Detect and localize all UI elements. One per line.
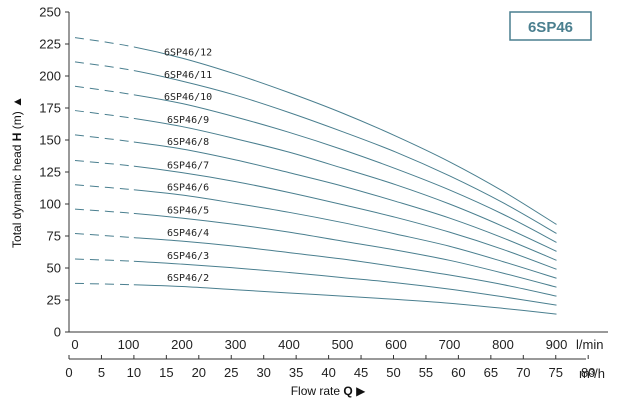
- x-tick-label-m3h: 55: [419, 365, 433, 380]
- x-tick-label-lmin: 700: [439, 337, 461, 352]
- curve-dashed-segment: [74, 282, 134, 286]
- curve-label: 6SP46/5: [167, 205, 209, 216]
- x-tick-label-lmin: 300: [225, 337, 247, 352]
- x-tick-label-lmin: 900: [546, 337, 568, 352]
- y-tick-label: 225: [39, 37, 61, 52]
- curve-dashed-segment: [74, 258, 134, 262]
- curve-dashed-segment: [74, 37, 134, 48]
- curve-label: 6SP46/6: [167, 183, 209, 194]
- curves: [74, 37, 557, 315]
- y-tick-label: 25: [47, 293, 61, 308]
- curve-line: [133, 46, 557, 225]
- y-tick-label: 150: [39, 133, 61, 148]
- x-tick-label-m3h: 50: [386, 365, 400, 380]
- curve-dashed-segment: [74, 85, 134, 96]
- x-tick-label-m3h: 15: [159, 365, 173, 380]
- curve-label: 6SP46/10: [164, 92, 212, 103]
- curve-line: [133, 189, 557, 279]
- y-label-suffix: (m) ▲: [10, 96, 24, 133]
- curve-label: 6SP46/7: [167, 160, 209, 171]
- curve-line: [133, 165, 557, 270]
- y-tick-label: 200: [39, 69, 61, 84]
- x-axis-label: Flow rate Q ▶: [291, 384, 366, 398]
- x-tick-label-m3h: 25: [224, 365, 238, 380]
- curve-label: 6SP46/4: [167, 228, 209, 239]
- x-tick-label-m3h: 10: [127, 365, 141, 380]
- x-tick-label-lmin: 800: [492, 337, 514, 352]
- x-tick-label-m3h: 60: [451, 365, 465, 380]
- x-tick-label-m3h: 30: [256, 365, 270, 380]
- y-tick-label: 100: [39, 197, 61, 212]
- curve-label: 6SP46/3: [167, 251, 209, 262]
- x-tick-label-m3h: 65: [484, 365, 498, 380]
- x-tick-label-lmin: 200: [171, 337, 193, 352]
- y-tick-label: 50: [47, 261, 61, 276]
- model-badge: 6SP46: [509, 11, 592, 41]
- x-tick-label-lmin: 400: [278, 337, 300, 352]
- x-label-suffix: ▶: [353, 384, 366, 398]
- x-tick-label-m3h: 40: [321, 365, 335, 380]
- x-tick-label-m3h: 45: [354, 365, 368, 380]
- x-unit-lmin: l/min: [576, 337, 603, 352]
- x-tick-label-m3h: 0: [65, 365, 72, 380]
- x-tick-label-lmin: 600: [385, 337, 407, 352]
- y-tick-label: 250: [39, 5, 61, 20]
- y-tick-label: 125: [39, 165, 61, 180]
- y-label-bold: H: [10, 133, 24, 142]
- curve-line: [133, 260, 557, 306]
- x-tick-label-lmin: 500: [332, 337, 354, 352]
- curve-label: 6SP46/2: [167, 273, 209, 284]
- curve-label: 6SP46/9: [167, 115, 209, 126]
- y-tick-label: 0: [54, 325, 61, 340]
- curve-dashed-segment: [74, 134, 134, 143]
- x-tick-label-lmin: 100: [118, 337, 140, 352]
- x-tick-label-m3h: 5: [98, 365, 105, 380]
- curve-line: [133, 237, 557, 297]
- x-tick-label-m3h: 70: [516, 365, 530, 380]
- x-tick-label-m3h: 20: [192, 365, 206, 380]
- curve-line: [133, 94, 557, 243]
- x-tick-label-m3h: 75: [549, 365, 563, 380]
- y-tick-label: 75: [47, 229, 61, 244]
- badge-text: 6SP46: [528, 19, 573, 36]
- x-tick-label-lmin: 0: [71, 337, 78, 352]
- curve-labels: 6SP46/2 6SP46/3 6SP46/4 6SP46/5 6SP46/6 6SP46…: [164, 47, 212, 284]
- curve-line: [133, 70, 557, 234]
- x-label-bold: Q: [343, 384, 352, 398]
- curve-line: [133, 284, 557, 315]
- x-unit-m3h: m³/h: [579, 366, 605, 381]
- y-tick-label: 175: [39, 101, 61, 116]
- x-tick-label-m3h: 80: [581, 365, 595, 380]
- curve-label: 6SP46/8: [167, 137, 209, 148]
- y-axis-label: Total dynamic head H (m) ▲: [10, 96, 24, 248]
- curve-label: 6SP46/11: [164, 70, 212, 81]
- badge-frame: [509, 11, 592, 41]
- curve-line: [133, 117, 557, 252]
- x-label-prefix: Flow rate: [291, 384, 344, 398]
- y-label-prefix: Total dynamic head: [10, 141, 24, 248]
- curve-label: 6SP46/12: [164, 47, 212, 58]
- x-tick-label-m3h: 35: [289, 365, 303, 380]
- curve-dashed-segment: [74, 61, 134, 72]
- curve-line: [133, 212, 557, 288]
- curve-line: [133, 141, 557, 261]
